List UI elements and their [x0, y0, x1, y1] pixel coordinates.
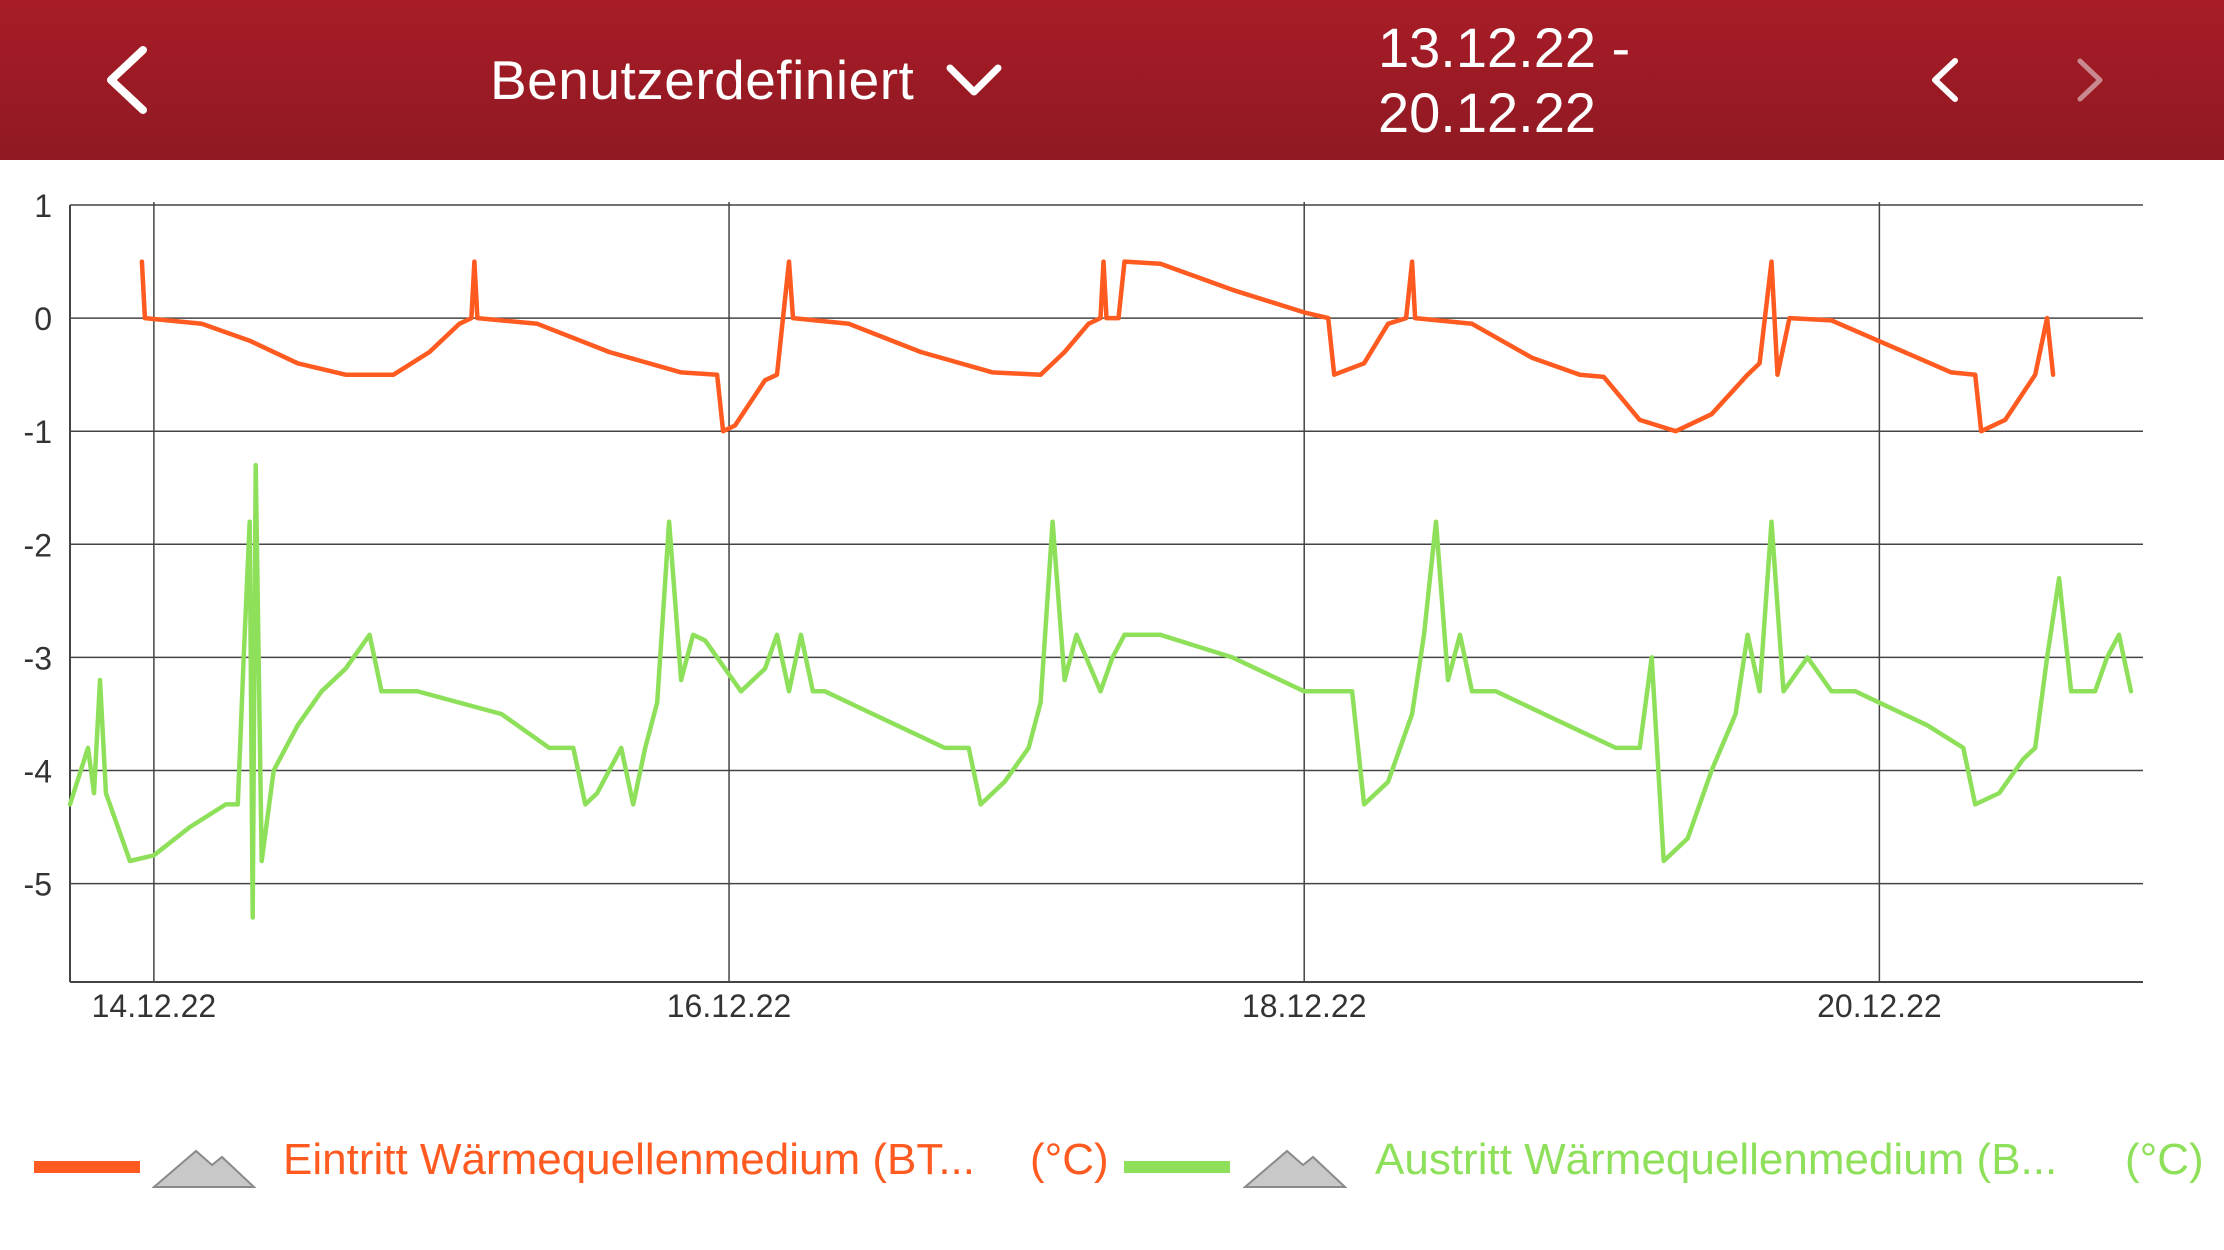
next-period-button	[2050, 40, 2130, 120]
legend-entry-inlet: Eintritt Wärmequellenmedium (BT... (°C)	[0, 1125, 1115, 1205]
line-chart: 1 0 -1 -2 -3 -4 -5 14.12.22 16.12.22 18.12.22 20.…	[24, 188, 2143, 1024]
y-tick-label: 0	[34, 301, 52, 337]
date-range: 13.12.22 - 20.12.22	[1378, 16, 1631, 144]
legend-label-outlet: Austritt Wärmequellenmedium (B...	[1375, 1135, 2058, 1184]
y-tick-label: -5	[24, 867, 52, 903]
legend-entry-outlet: Austritt Wärmequellenmedium (B... (°C)	[1115, 1125, 2224, 1205]
period-dropdown[interactable]: Benutzerdefiniert	[490, 30, 1004, 130]
series-line-outlet	[67, 462, 2134, 920]
chart-legend: Eintritt Wärmequellenmedium (BT... (°C) …	[0, 1125, 2224, 1205]
back-button[interactable]	[80, 35, 170, 125]
period-label: Benutzerdefiniert	[490, 49, 915, 111]
previous-period-button[interactable]	[1905, 40, 1985, 120]
y-tick-label: -4	[24, 754, 52, 790]
chevron-right-icon	[2077, 58, 2103, 102]
x-tick-label: 20.12.22	[1817, 988, 1942, 1024]
chevron-down-icon	[944, 60, 1004, 100]
x-tick-label: 18.12.22	[1242, 988, 1367, 1024]
grid-lines	[69, 202, 2143, 983]
y-tick-label: -1	[24, 414, 52, 450]
chevron-left-icon	[1932, 58, 1958, 102]
series-lines	[67, 259, 2134, 920]
y-tick-label: 1	[34, 188, 52, 224]
x-tick-label: 16.12.22	[667, 988, 792, 1024]
x-axis-labels: 14.12.22 16.12.22 18.12.22 20.12.22	[92, 988, 1942, 1024]
y-tick-label: -2	[24, 527, 52, 563]
series-line-inlet	[139, 259, 2056, 434]
app-header: Benutzerdefiniert 13.12.22 - 20.12.22	[0, 0, 2224, 160]
legend-label-inlet: Eintritt Wärmequellenmedium (BT...	[283, 1135, 975, 1184]
legend-unit-outlet: (°C)	[2125, 1135, 2204, 1184]
legend-unit-inlet: (°C)	[1030, 1135, 1109, 1184]
y-tick-label: -3	[24, 640, 52, 676]
mountain-icon[interactable]	[1243, 1145, 1347, 1189]
mountain-icon[interactable]	[152, 1145, 256, 1189]
legend-swatch-inlet	[34, 1161, 140, 1173]
x-tick-label: 14.12.22	[92, 988, 217, 1024]
y-axis-labels: 1 0 -1 -2 -3 -4 -5	[24, 188, 52, 903]
legend-swatch-outlet	[1124, 1161, 1230, 1173]
chevron-left-icon	[107, 46, 147, 114]
